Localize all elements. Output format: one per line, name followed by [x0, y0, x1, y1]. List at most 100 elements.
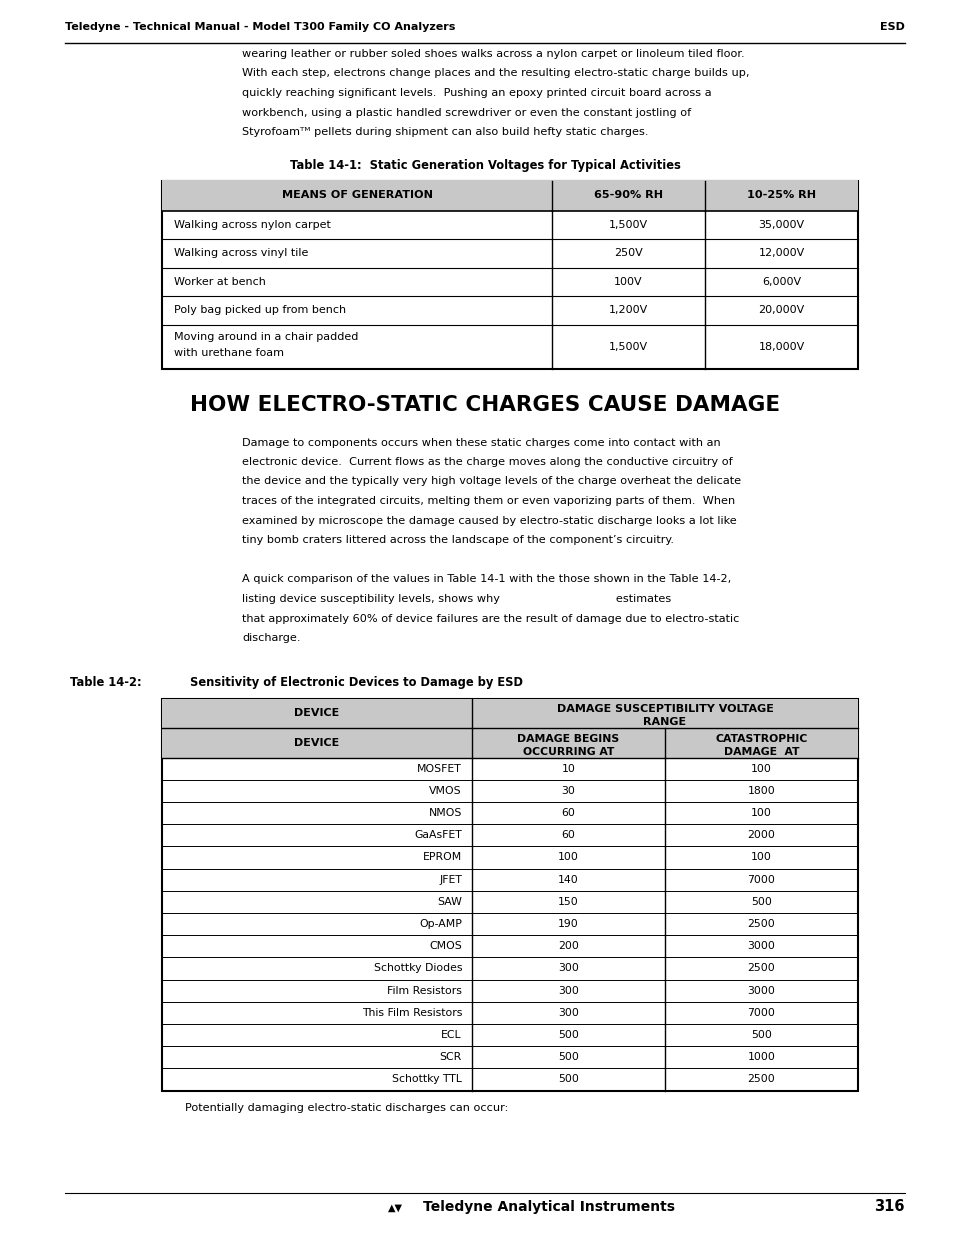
Text: RANGE: RANGE — [642, 718, 686, 727]
Text: Moving around in a chair padded: Moving around in a chair padded — [173, 331, 358, 342]
Text: 18,000V: 18,000V — [758, 342, 803, 352]
Text: 3000: 3000 — [747, 986, 775, 995]
Text: Walking across nylon carpet: Walking across nylon carpet — [173, 220, 331, 230]
Text: 200: 200 — [558, 941, 578, 951]
Text: DEVICE: DEVICE — [294, 708, 339, 719]
Text: 2500: 2500 — [747, 963, 775, 973]
Text: HOW ELECTRO-STATIC CHARGES CAUSE DAMAGE: HOW ELECTRO-STATIC CHARGES CAUSE DAMAGE — [190, 394, 780, 415]
Text: With each step, electrons change places and the resulting electro-static charge : With each step, electrons change places … — [242, 68, 749, 79]
Text: SAW: SAW — [436, 897, 461, 906]
Text: 7000: 7000 — [747, 874, 775, 884]
Text: Op-AMP: Op-AMP — [418, 919, 461, 929]
Text: 500: 500 — [750, 897, 771, 906]
Text: 300: 300 — [558, 986, 578, 995]
Text: 250V: 250V — [614, 248, 642, 258]
Text: 12,000V: 12,000V — [758, 248, 803, 258]
Text: 30: 30 — [561, 785, 575, 795]
Text: CMOS: CMOS — [429, 941, 461, 951]
Text: ECL: ECL — [441, 1030, 461, 1040]
Text: JFET: JFET — [438, 874, 461, 884]
Text: MEANS OF GENERATION: MEANS OF GENERATION — [281, 190, 432, 200]
Text: 100V: 100V — [614, 277, 642, 287]
Bar — [162, 699, 857, 1091]
Bar — [162, 699, 857, 727]
Text: 1,500V: 1,500V — [608, 342, 647, 352]
Text: 60: 60 — [561, 808, 575, 818]
Text: 100: 100 — [558, 852, 578, 862]
Text: 1800: 1800 — [747, 785, 775, 795]
Text: Schottky TTL: Schottky TTL — [392, 1074, 461, 1084]
Text: 2500: 2500 — [747, 919, 775, 929]
Text: MOSFET: MOSFET — [416, 763, 461, 773]
Text: Styrofoamᵀᴹ pellets during shipment can also build hefty static charges.: Styrofoamᵀᴹ pellets during shipment can … — [242, 127, 648, 137]
Text: 2500: 2500 — [747, 1074, 775, 1084]
Text: with urethane foam: with urethane foam — [173, 347, 284, 357]
Bar — [162, 180, 857, 368]
Text: 500: 500 — [558, 1074, 578, 1084]
Text: 6,000V: 6,000V — [761, 277, 801, 287]
Text: 10-25% RH: 10-25% RH — [746, 190, 815, 200]
Text: tiny bomb craters littered across the landscape of the component’s circuitry.: tiny bomb craters littered across the la… — [242, 535, 673, 545]
Text: Table 14-1:  Static Generation Voltages for Typical Activities: Table 14-1: Static Generation Voltages f… — [290, 158, 679, 172]
Text: the device and the typically very high voltage levels of the charge overheat the: the device and the typically very high v… — [242, 477, 740, 487]
Text: Film Resistors: Film Resistors — [387, 986, 461, 995]
Text: DEVICE: DEVICE — [294, 737, 339, 747]
Text: 20,000V: 20,000V — [758, 305, 803, 315]
Text: DAMAGE  AT: DAMAGE AT — [723, 747, 799, 757]
Text: OCCURRING AT: OCCURRING AT — [522, 747, 614, 757]
Text: 300: 300 — [558, 1008, 578, 1018]
Text: 1000: 1000 — [747, 1052, 775, 1062]
Text: electronic device.  Current flows as the charge moves along the conductive circu: electronic device. Current flows as the … — [242, 457, 732, 467]
Text: Potentially damaging electro-static discharges can occur:: Potentially damaging electro-static disc… — [185, 1103, 508, 1113]
Text: GaAsFET: GaAsFET — [414, 830, 461, 840]
Text: Teledyne Analytical Instruments: Teledyne Analytical Instruments — [422, 1200, 675, 1214]
Text: Poly bag picked up from bench: Poly bag picked up from bench — [173, 305, 346, 315]
Text: 316: 316 — [874, 1199, 904, 1214]
Text: Schottky Diodes: Schottky Diodes — [374, 963, 461, 973]
Text: traces of the integrated circuits, melting them or even vaporizing parts of them: traces of the integrated circuits, melti… — [242, 496, 735, 506]
Text: Damage to components occurs when these static charges come into contact with an: Damage to components occurs when these s… — [242, 437, 720, 447]
Text: discharge.: discharge. — [242, 634, 300, 643]
Text: 100: 100 — [750, 763, 771, 773]
Text: DAMAGE BEGINS: DAMAGE BEGINS — [517, 734, 618, 743]
Text: VMOS: VMOS — [429, 785, 461, 795]
Text: 500: 500 — [750, 1030, 771, 1040]
Text: Teledyne - Technical Manual - Model T300 Family CO Analyzers: Teledyne - Technical Manual - Model T300… — [65, 22, 455, 32]
Text: ▲▼: ▲▼ — [387, 1203, 402, 1213]
Text: NMOS: NMOS — [428, 808, 461, 818]
Text: EPROM: EPROM — [422, 852, 461, 862]
Text: 65-90% RH: 65-90% RH — [594, 190, 662, 200]
Text: This Film Resistors: This Film Resistors — [361, 1008, 461, 1018]
Text: wearing leather or rubber soled shoes walks across a nylon carpet or linoleum ti: wearing leather or rubber soled shoes wa… — [242, 49, 744, 59]
Text: 7000: 7000 — [747, 1008, 775, 1018]
Text: Table 14-2:: Table 14-2: — [70, 676, 141, 688]
Text: 100: 100 — [750, 852, 771, 862]
Text: Sensitivity of Electronic Devices to Damage by ESD: Sensitivity of Electronic Devices to Dam… — [190, 676, 522, 688]
Text: 3000: 3000 — [747, 941, 775, 951]
Text: CATASTROPHIC: CATASTROPHIC — [715, 734, 807, 743]
Text: 140: 140 — [558, 874, 578, 884]
Text: Worker at bench: Worker at bench — [173, 277, 266, 287]
Bar — [162, 180, 857, 210]
Text: that approximately 60% of device failures are the result of damage due to electr: that approximately 60% of device failure… — [242, 614, 739, 624]
Text: 10: 10 — [561, 763, 575, 773]
Text: ESD: ESD — [880, 22, 904, 32]
Text: 2000: 2000 — [747, 830, 775, 840]
Text: examined by microscope the damage caused by electro-static discharge looks a lot: examined by microscope the damage caused… — [242, 515, 736, 526]
Text: quickly reaching significant levels.  Pushing an epoxy printed circuit board acr: quickly reaching significant levels. Pus… — [242, 88, 711, 98]
Text: 500: 500 — [558, 1052, 578, 1062]
Text: 500: 500 — [558, 1030, 578, 1040]
Text: 190: 190 — [558, 919, 578, 929]
Text: 1,500V: 1,500V — [608, 220, 647, 230]
Text: 300: 300 — [558, 963, 578, 973]
Text: 1,200V: 1,200V — [608, 305, 647, 315]
Text: listing device susceptibility levels, shows why                                e: listing device susceptibility levels, sh… — [242, 594, 671, 604]
Text: SCR: SCR — [439, 1052, 461, 1062]
Text: Walking across vinyl tile: Walking across vinyl tile — [173, 248, 308, 258]
Text: 35,000V: 35,000V — [758, 220, 803, 230]
Text: A quick comparison of the values in Table 14-1 with the those shown in the Table: A quick comparison of the values in Tabl… — [242, 574, 731, 584]
Text: DAMAGE SUSCEPTIBILITY VOLTAGE: DAMAGE SUSCEPTIBILITY VOLTAGE — [556, 704, 773, 714]
Text: 60: 60 — [561, 830, 575, 840]
Text: 150: 150 — [558, 897, 578, 906]
Bar — [162, 727, 857, 757]
